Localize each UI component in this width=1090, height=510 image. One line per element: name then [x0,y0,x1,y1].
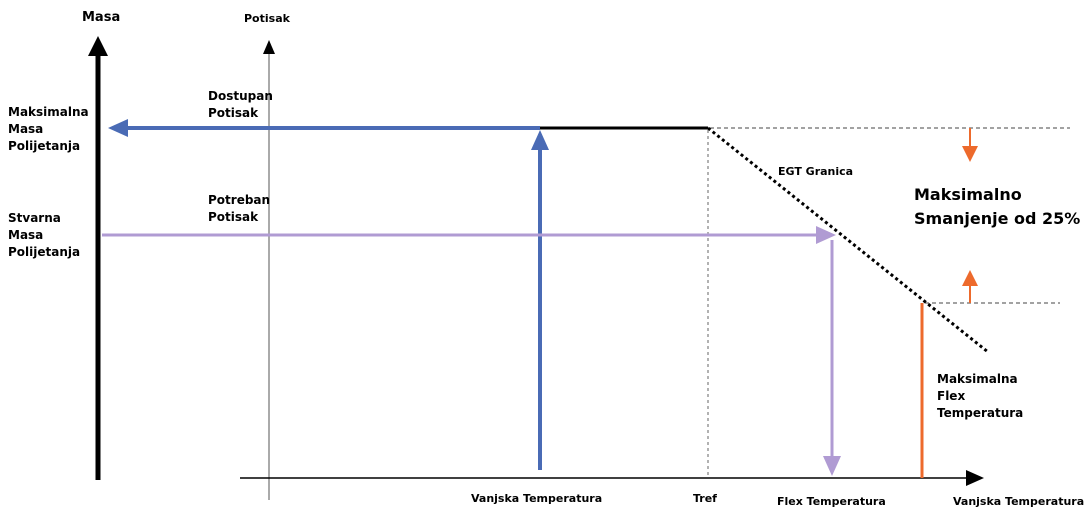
thrust-axis-label: Potisak [244,12,290,25]
reduction-arrowhead-up [962,270,978,286]
egt-limit-label: EGT Granica [778,165,854,178]
egt-limit-line [707,126,989,354]
reduction-arrowhead-down [962,146,978,162]
thrust-axis-arrowhead [263,40,275,54]
mass-axis-arrowhead [88,36,108,56]
tref-label: Tref [693,492,717,505]
flex-temp-label: Flex Temperatura [777,495,886,508]
available-thrust-arrowhead [108,119,128,137]
mass-axis-label: Masa [82,10,121,25]
outside-temp-label-1: Vanjska Temperatura [471,492,603,505]
outside-temp-label-2: Vanjska Temperatura [953,495,1085,508]
flex-temp-arrowhead [823,456,841,476]
outside-temp-arrowhead [531,130,549,150]
required-thrust-arrowhead [816,226,836,244]
temperature-axis-arrowhead [966,470,984,486]
